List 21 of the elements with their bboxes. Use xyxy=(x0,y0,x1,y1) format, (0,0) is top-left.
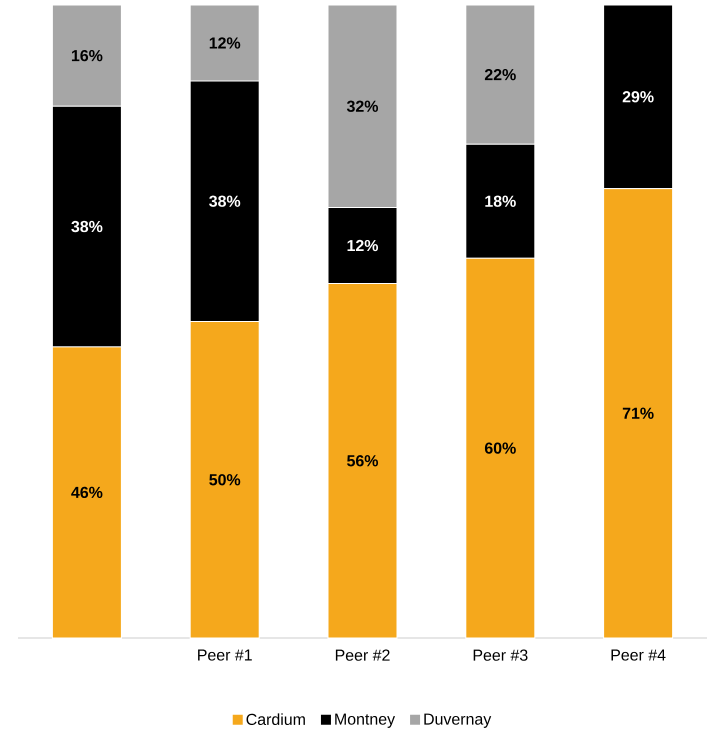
data-label: 38% xyxy=(71,220,102,232)
data-label: 50% xyxy=(209,474,240,486)
x-tick-label: Peer #3 xyxy=(474,650,528,661)
legend-label: Cardium xyxy=(246,713,305,726)
data-label: 38% xyxy=(209,196,240,207)
data-label: 32% xyxy=(346,100,378,112)
data-label: 16% xyxy=(72,50,102,62)
data-label: 60% xyxy=(484,442,516,454)
data-label: 22% xyxy=(484,69,516,80)
data-label: 12% xyxy=(348,240,378,252)
data-label: 46% xyxy=(71,486,102,498)
legend-label: Duvernay xyxy=(424,714,492,728)
legend-label: Montney xyxy=(335,714,396,728)
data-label: 56% xyxy=(347,455,378,466)
data-label: 12% xyxy=(210,37,240,49)
data-label: 71% xyxy=(622,408,654,419)
x-tick-label: Peer #2 xyxy=(336,650,390,661)
data-label: 29% xyxy=(622,91,654,102)
x-tick-label: Peer #1 xyxy=(198,650,252,661)
x-tick-label: Peer #4 xyxy=(612,650,666,661)
data-label: 18% xyxy=(485,196,516,207)
